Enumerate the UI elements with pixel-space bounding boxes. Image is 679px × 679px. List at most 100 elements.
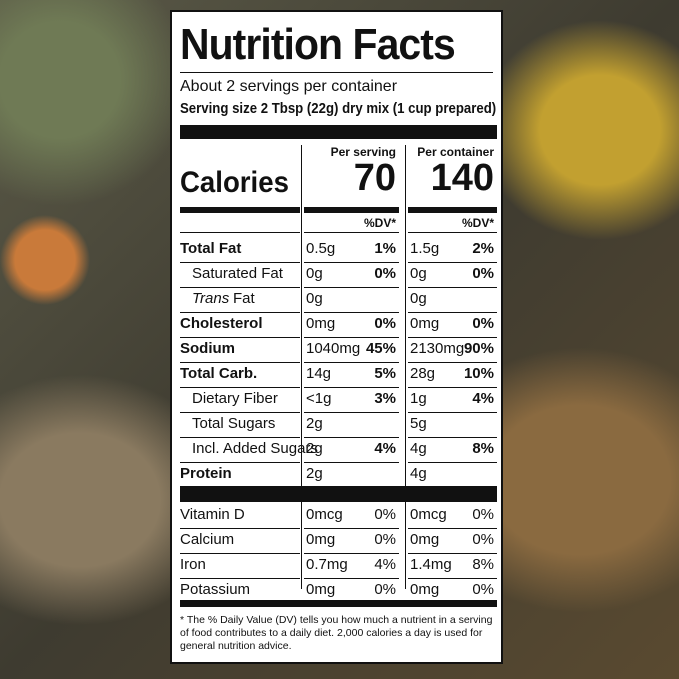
row-rule [304, 232, 399, 233]
container-amount: 0mcg [410, 506, 447, 523]
serving-amount: 0g [306, 290, 323, 307]
row-rule [304, 387, 399, 388]
nutrient-name: Fat [233, 290, 255, 307]
row-rule [408, 262, 497, 263]
nutrient-name: Total Sugars [192, 415, 276, 432]
serving-amount: 2g [306, 440, 323, 457]
nutrient-name: Iron [180, 556, 206, 573]
serving-dv: 0% [374, 531, 396, 548]
row-rule [408, 578, 497, 579]
row-rule [180, 262, 300, 263]
container-amount: 0g [410, 290, 427, 307]
container-dv: 0% [472, 265, 494, 282]
row-rule [180, 287, 300, 288]
serving-dv: 4% [374, 556, 396, 573]
nutrient-name: Total Carb. [180, 365, 258, 382]
container-amount: 1g [410, 390, 427, 407]
row-rule [180, 337, 300, 338]
rule [408, 207, 497, 213]
row-rule [408, 287, 497, 288]
serving-amount: 0mg [306, 531, 336, 548]
row-rule [304, 412, 399, 413]
row-rule [304, 287, 399, 288]
row-rule [304, 437, 399, 438]
nutrient-name: Saturated Fat [192, 265, 283, 282]
serving-amount: 0mg [306, 581, 336, 598]
row-rule [304, 262, 399, 263]
column-divider [405, 145, 406, 589]
serving-dv: 0% [374, 506, 396, 523]
container-amount: 4g [410, 440, 427, 457]
footnote: * The % Daily Value (DV) tells you how m… [180, 614, 493, 652]
nutrient-name: Calcium [180, 531, 235, 548]
thick-rule [180, 600, 497, 607]
row-rule [304, 553, 399, 554]
row-rule [408, 387, 497, 388]
row-rule [180, 232, 300, 233]
row-rule [408, 528, 497, 529]
servings: About 2 servings per container [180, 78, 398, 95]
dv-header: %DV* [461, 216, 494, 230]
nutrient-name: Cholesterol [180, 315, 263, 332]
serving-amount: 14g [306, 365, 332, 382]
row-rule [304, 462, 399, 463]
container-dv: 0% [472, 315, 494, 332]
container-dv: 0% [472, 581, 494, 598]
serving-amount: <1g [306, 390, 332, 407]
row-rule [304, 578, 399, 579]
calories-label: Calories [180, 166, 289, 199]
calories-per-container: 140 [430, 157, 494, 199]
per-serving-header: Per serving [330, 145, 396, 159]
row-rule [408, 462, 497, 463]
nutrient-name: Vitamin D [180, 506, 245, 523]
serving-dv: 5% [374, 365, 396, 382]
container-dv: 90% [463, 340, 494, 357]
container-amount: 1.5g [410, 240, 440, 257]
nutrient-name: Sodium [180, 340, 235, 357]
serving-amount: 0mcg [306, 506, 343, 523]
row-rule [408, 312, 497, 313]
container-amount: 5g [410, 415, 427, 432]
row-rule [304, 362, 399, 363]
container-amount: 0mg [410, 315, 440, 332]
row-rule [408, 437, 497, 438]
row-rule [408, 362, 497, 363]
container-dv: 8% [472, 440, 494, 457]
serving-dv: 0% [374, 581, 396, 598]
container-amount: 4g [410, 465, 427, 482]
row-rule [180, 362, 300, 363]
container-dv: 0% [472, 531, 494, 548]
row-rule [408, 337, 497, 338]
row-rule [180, 528, 300, 529]
serving-dv: 0% [374, 315, 396, 332]
serving-dv: 1% [374, 240, 396, 257]
row-rule [180, 578, 300, 579]
row-rule [180, 553, 300, 554]
nutrient-name: Total Fat [180, 240, 242, 257]
row-rule [408, 232, 497, 233]
serving-dv: 3% [374, 390, 396, 407]
serving-amount: 0mg [306, 315, 336, 332]
row-rule [180, 387, 300, 388]
rule [180, 207, 300, 213]
rule [304, 207, 399, 213]
serving-amount: 0g [306, 265, 323, 282]
nutrient-name: Protein [180, 465, 232, 482]
nutrient-name: Dietary Fiber [192, 390, 278, 407]
container-dv: 4% [472, 390, 494, 407]
container-dv: 8% [472, 556, 494, 573]
dv-header: %DV* [363, 216, 396, 230]
row-rule [304, 528, 399, 529]
container-amount: 0g [410, 265, 427, 282]
container-dv: 0% [472, 506, 494, 523]
calories-per-serving: 70 [353, 157, 396, 199]
row-rule [180, 437, 300, 438]
container-amount: 0mg [410, 581, 440, 598]
thick-rule [180, 486, 497, 502]
nutrient-name: Incl. Added Sugars [192, 440, 318, 457]
serving-dv: 45% [365, 340, 396, 357]
column-divider [301, 145, 302, 589]
row-rule [408, 412, 497, 413]
container-amount: 28g [410, 365, 436, 382]
